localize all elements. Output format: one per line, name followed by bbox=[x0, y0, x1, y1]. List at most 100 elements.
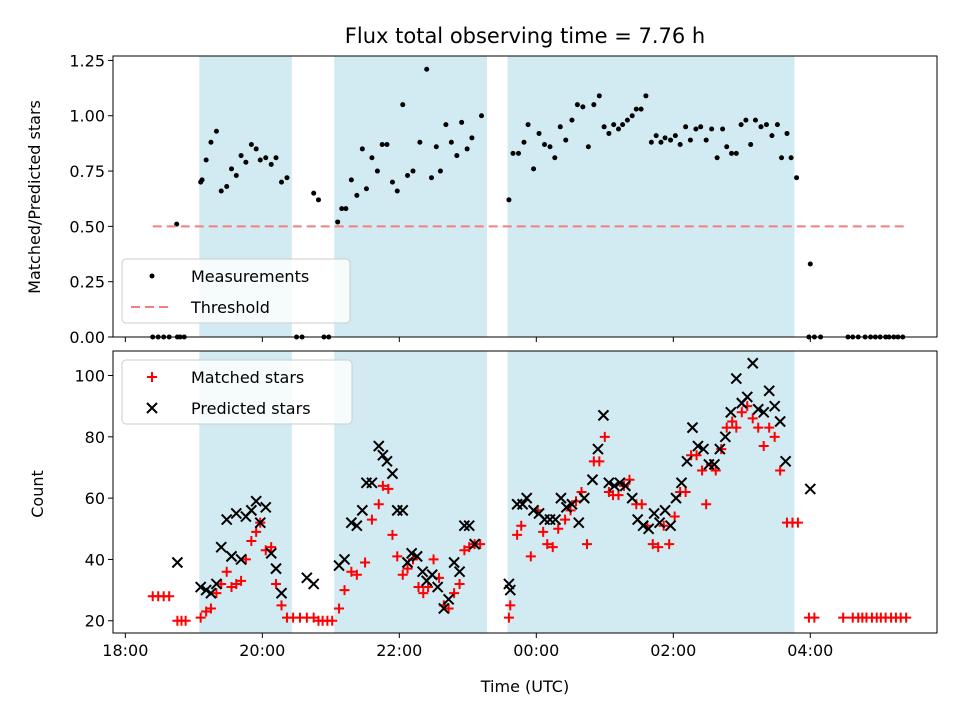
predicted-star-point bbox=[453, 565, 466, 578]
matched-star-point bbox=[525, 551, 536, 562]
legend-label: Measurements bbox=[191, 267, 309, 286]
measurement-point bbox=[615, 126, 621, 132]
measurement-point bbox=[311, 190, 317, 196]
predicted-star-point bbox=[270, 562, 282, 575]
x-axis-label: Time (UTC) bbox=[480, 677, 569, 696]
matched-star-point bbox=[753, 422, 764, 433]
predicted-star-point bbox=[692, 440, 704, 452]
predicted-star-point bbox=[725, 406, 737, 419]
predicted-star-point bbox=[774, 415, 786, 428]
matched-star-point bbox=[246, 536, 257, 547]
predicted-star-point bbox=[250, 495, 262, 507]
matched-star-point bbox=[512, 529, 523, 540]
predicted-star-point bbox=[549, 513, 562, 526]
measurement-point bbox=[769, 133, 775, 139]
predicted-star-point bbox=[351, 520, 363, 532]
matched-star-point bbox=[449, 588, 460, 599]
predicted-star-point bbox=[681, 455, 693, 468]
predicted-star-point bbox=[697, 443, 710, 455]
measurement-point bbox=[343, 206, 349, 212]
matched-star-point bbox=[383, 483, 394, 494]
measurement-point bbox=[596, 93, 602, 99]
measurement-point bbox=[224, 184, 230, 190]
matched-star-point bbox=[402, 563, 413, 574]
matched-star-point bbox=[710, 465, 721, 476]
predicted-star-point bbox=[220, 513, 233, 526]
matched-star-point bbox=[792, 517, 803, 528]
measurement-point bbox=[268, 161, 274, 167]
measurement-point bbox=[729, 150, 735, 156]
matched-star-point bbox=[701, 499, 712, 510]
matched-star-point bbox=[613, 490, 624, 501]
measurement-point bbox=[424, 66, 430, 72]
matched-star-point bbox=[366, 514, 377, 525]
measurement-point bbox=[784, 130, 790, 136]
measurement-point bbox=[203, 157, 209, 163]
matched-star-point bbox=[351, 569, 362, 580]
predicted-star-point bbox=[463, 520, 475, 532]
predicted-star-point bbox=[708, 458, 721, 471]
matched-star-point bbox=[221, 566, 232, 577]
measurement-point bbox=[369, 155, 375, 161]
measurement-point bbox=[606, 130, 612, 136]
matched-star-point bbox=[428, 554, 439, 565]
matched-star-point bbox=[205, 603, 216, 614]
predicted-star-point bbox=[763, 385, 775, 397]
predicted-star-point bbox=[338, 553, 351, 566]
measurement-point bbox=[464, 146, 470, 152]
legend-swatch bbox=[147, 372, 157, 382]
measurement-point bbox=[359, 146, 365, 152]
x-tick-label: 00:00 bbox=[513, 641, 559, 660]
predicted-star-point bbox=[521, 492, 533, 504]
predicted-star-point bbox=[438, 602, 450, 615]
measurement-point bbox=[273, 155, 279, 161]
shaded-interval bbox=[334, 351, 487, 633]
predicted-star-point bbox=[659, 504, 671, 517]
measurement-point bbox=[672, 133, 678, 139]
predicted-star-point bbox=[779, 455, 792, 468]
predicted-star-point bbox=[730, 372, 743, 385]
y-tick-label: 80 bbox=[85, 428, 105, 447]
matched-star-point bbox=[387, 529, 398, 540]
x-tick-label: 20:00 bbox=[239, 641, 285, 660]
measurement-point bbox=[443, 122, 449, 128]
measurement-point bbox=[339, 206, 345, 212]
predicted-star-point bbox=[648, 507, 660, 520]
predicted-star-point bbox=[468, 538, 481, 550]
predicted-star-point bbox=[637, 520, 649, 532]
measurement-point bbox=[243, 159, 249, 165]
matched-star-point bbox=[266, 542, 277, 553]
predicted-star-point bbox=[560, 501, 573, 514]
measurement-point bbox=[238, 153, 244, 159]
matched-star-point bbox=[691, 450, 702, 461]
predicted-star-point bbox=[373, 440, 385, 452]
measurement-point bbox=[580, 104, 586, 110]
measurement-point bbox=[469, 135, 475, 141]
predicted-star-point bbox=[566, 498, 578, 510]
measurement-point bbox=[354, 192, 360, 198]
measurement-point bbox=[448, 139, 454, 145]
measurement-point bbox=[429, 175, 435, 181]
matched-star-point bbox=[727, 416, 738, 427]
matched-star-point bbox=[392, 551, 403, 562]
predicted-star-point bbox=[215, 541, 227, 553]
measurement-point bbox=[233, 172, 239, 178]
predicted-star-point bbox=[719, 431, 732, 443]
matched-star-point bbox=[697, 465, 708, 476]
measurement-point bbox=[585, 144, 591, 150]
matched-star-point bbox=[339, 585, 350, 596]
predicted-star-point bbox=[377, 449, 389, 461]
predicted-star-point bbox=[804, 483, 816, 495]
measurement-point bbox=[714, 155, 720, 161]
predicted-star-point bbox=[592, 443, 604, 455]
matched-star-point bbox=[327, 615, 338, 626]
matched-star-point bbox=[454, 578, 465, 589]
measurement-point bbox=[709, 126, 715, 132]
measurement-point bbox=[335, 219, 341, 225]
measurement-point bbox=[479, 113, 485, 119]
matched-star-point bbox=[736, 407, 747, 418]
matched-star-point bbox=[747, 413, 758, 424]
predicted-star-point bbox=[397, 504, 409, 517]
predicted-star-point bbox=[757, 406, 770, 419]
